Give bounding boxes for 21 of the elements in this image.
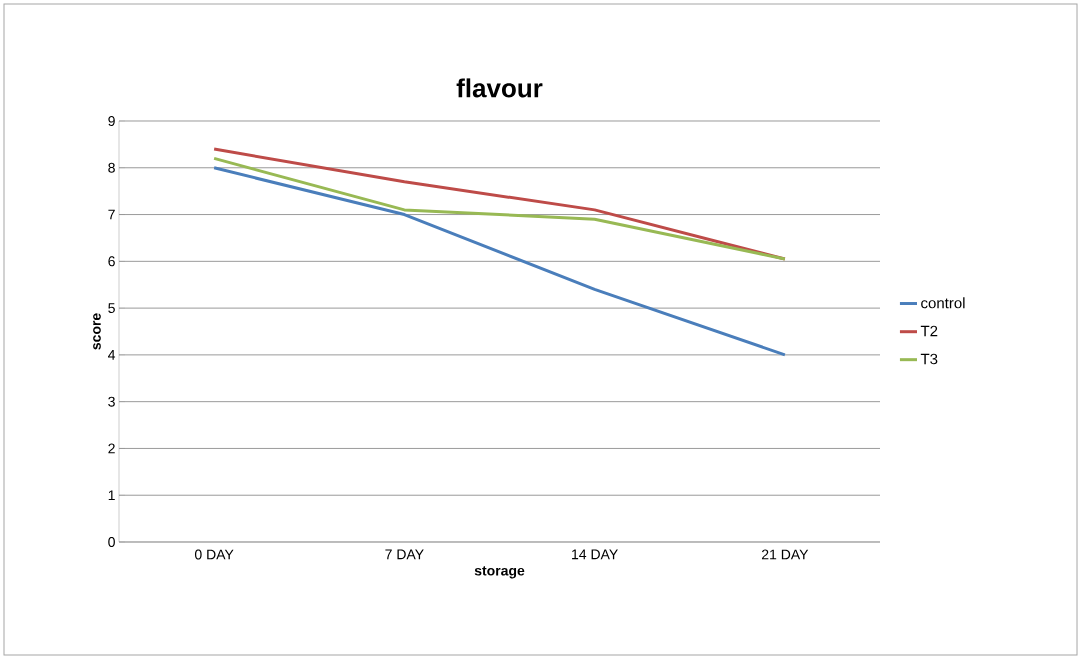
x-tick-label: 7 DAY bbox=[385, 549, 424, 560]
legend-label: control bbox=[921, 297, 965, 309]
x-tick-label: 21 DAY bbox=[761, 549, 809, 560]
chart-title: flavour bbox=[456, 78, 543, 98]
x-tick-label: 0 DAY bbox=[194, 549, 234, 560]
legend-label: T3 bbox=[920, 353, 938, 365]
y-tick-label: 7 bbox=[108, 209, 115, 220]
y-tick-label: 5 bbox=[108, 303, 115, 313]
y-tick-label: 1 bbox=[108, 490, 115, 501]
x-tick-label: 14 DAY bbox=[572, 549, 618, 560]
legend-label: T2 bbox=[920, 325, 938, 337]
y-tick-label: 6 bbox=[108, 256, 115, 267]
line-series bbox=[212, 166, 787, 357]
y-tick-label: 3 bbox=[108, 396, 115, 407]
y-tick-label: 0 bbox=[108, 537, 115, 547]
y-tick-label: 8 bbox=[108, 162, 115, 173]
y-tick-label: 4 bbox=[108, 350, 116, 360]
y-tick-label: 2 bbox=[108, 443, 115, 454]
y-tick-label: 9 bbox=[108, 116, 115, 126]
x-axis-title: storage bbox=[474, 566, 525, 579]
y-axis-title: score bbox=[93, 313, 101, 350]
